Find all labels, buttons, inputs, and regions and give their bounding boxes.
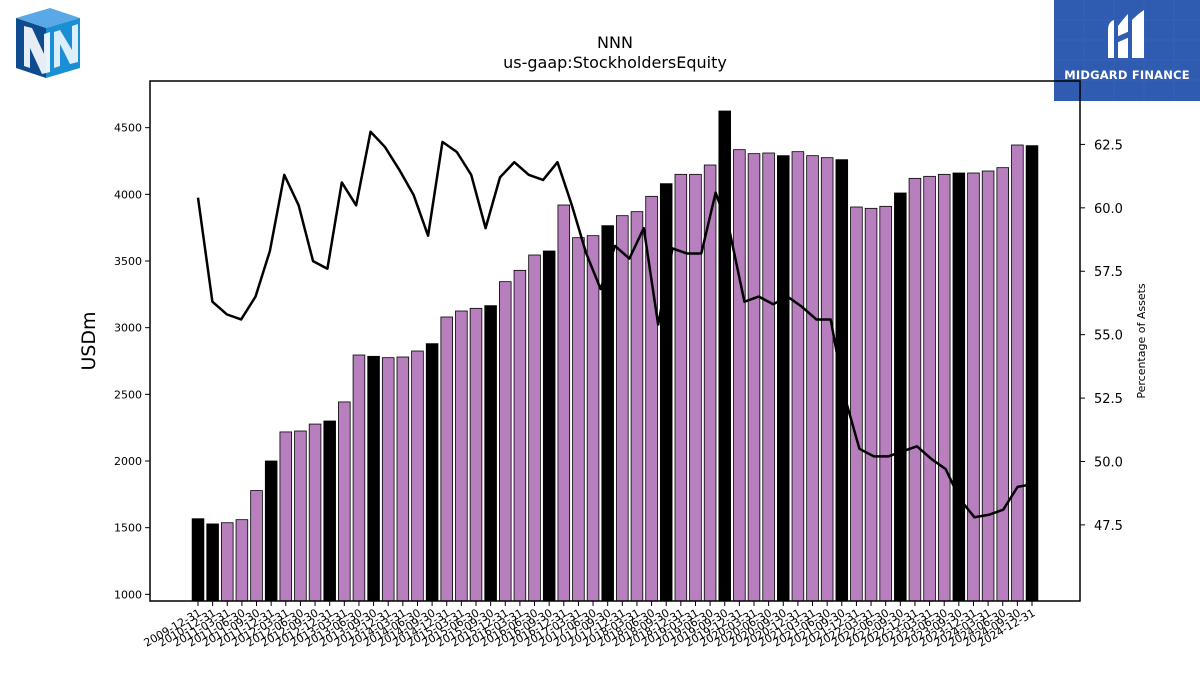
- bar: [1011, 144, 1024, 602]
- y-tick-label: 1500: [114, 522, 142, 535]
- y-tick-label: 1000: [114, 588, 142, 601]
- bar: [338, 401, 351, 602]
- bar: [264, 460, 278, 602]
- bar: [235, 519, 249, 602]
- bar: [528, 254, 541, 602]
- bar: [937, 173, 951, 602]
- bar: [820, 157, 834, 602]
- left-logo: [12, 4, 84, 82]
- bar: [791, 151, 805, 602]
- bar: [308, 423, 322, 602]
- y2-tick-label: 62.5: [1094, 138, 1123, 153]
- bar: [923, 175, 936, 602]
- y2-tick-label: 52.5: [1094, 392, 1123, 407]
- y-tick-label: 3500: [114, 255, 142, 268]
- midgard-m-logo-icon: [1054, 0, 1200, 101]
- bar: [221, 522, 234, 602]
- bar: [586, 235, 600, 602]
- y-tick-label: 2500: [114, 388, 142, 401]
- bar: [630, 211, 644, 602]
- bar: [952, 172, 966, 602]
- chart-title: NNN: [597, 33, 633, 52]
- bar: [879, 205, 892, 602]
- bar: [864, 207, 878, 602]
- bar: [499, 281, 512, 602]
- bar: [981, 170, 995, 602]
- line-series: [196, 130, 1033, 519]
- bar: [250, 490, 263, 602]
- bar: [967, 172, 980, 602]
- bar: [455, 310, 468, 602]
- bar: [689, 173, 702, 602]
- bar: [616, 215, 629, 602]
- chart-subtitle: us-gaap:StockholdersEquity: [503, 53, 727, 72]
- bar: [557, 204, 571, 602]
- bar: [191, 518, 205, 602]
- bar: [425, 343, 439, 602]
- bar: [513, 269, 527, 602]
- bar: [469, 307, 483, 602]
- bar: [996, 167, 1009, 602]
- y-tick-label: 4500: [114, 122, 142, 135]
- midgard-finance-logo: MIDGARD FINANCE: [1054, 0, 1200, 101]
- y2-tick-label: 57.5: [1094, 265, 1123, 280]
- bar: [659, 183, 673, 602]
- logo-text: MIDGARD FINANCE: [1064, 68, 1190, 82]
- bar: [572, 237, 585, 602]
- bar: [733, 149, 746, 602]
- y-axis-right: 47.5 50.0 52.5 55.0 57.5 60.0 62.5: [1080, 138, 1123, 534]
- plot-frame: [149, 80, 1081, 602]
- bar: [762, 152, 775, 602]
- y-tick-label: 3000: [114, 322, 142, 335]
- bar: [381, 357, 395, 602]
- bar: [367, 355, 380, 602]
- x-axis: 2009-12-312010-12-312011-03-312011-06-30…: [142, 601, 1038, 650]
- bar: [777, 155, 790, 602]
- y2-tick-label: 47.5: [1094, 519, 1123, 534]
- y-tick-label: 4000: [114, 188, 142, 201]
- bar: [484, 305, 497, 602]
- bar: [908, 177, 922, 602]
- y2-tick-label: 50.0: [1094, 455, 1123, 470]
- y2-tick-label: 55.0: [1094, 329, 1123, 344]
- y-axis-label: USDm: [78, 311, 100, 370]
- bar-series: [191, 110, 1039, 602]
- y2-axis-label: Percentage of Assets: [1135, 283, 1148, 399]
- bar: [747, 153, 761, 602]
- y2-tick-label: 60.0: [1094, 202, 1123, 217]
- bar: [806, 155, 819, 602]
- bar: [674, 173, 688, 602]
- y-axis-left: 1000 1500 2000 2500 3000 3500 4000 4500: [114, 122, 150, 601]
- bar: [279, 431, 293, 602]
- percentage-line: [196, 130, 1033, 519]
- bar: [206, 523, 219, 602]
- bar: [396, 356, 410, 602]
- bar: [411, 350, 424, 602]
- bar: [894, 192, 907, 602]
- bar: [352, 354, 366, 602]
- n-cube-logo-icon: [16, 8, 80, 78]
- bar: [718, 110, 731, 602]
- bar: [440, 316, 453, 602]
- y-tick-label: 2000: [114, 455, 142, 468]
- bar: [294, 430, 307, 602]
- bar: [1025, 145, 1039, 602]
- bar: [850, 206, 863, 602]
- bar: [542, 250, 556, 602]
- bar: [323, 420, 336, 602]
